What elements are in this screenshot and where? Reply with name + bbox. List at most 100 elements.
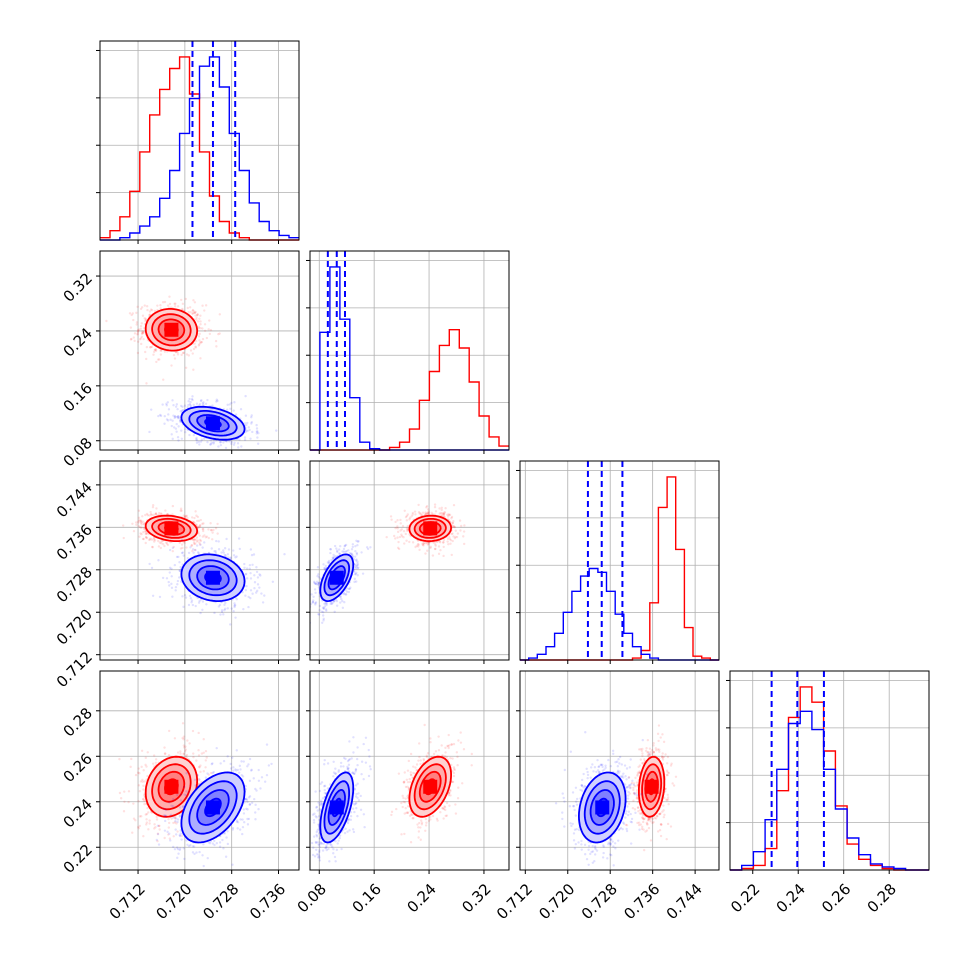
scatter-point <box>138 815 142 818</box>
scatter-point <box>203 329 207 332</box>
scatter-point <box>191 312 194 316</box>
scatter-point <box>156 304 159 307</box>
scatter-point <box>197 344 201 347</box>
scatter-point <box>197 532 200 535</box>
scatter-point <box>202 527 205 531</box>
scatter-point <box>209 528 213 532</box>
scatter-point <box>178 541 181 545</box>
scatter-point <box>243 566 246 569</box>
scatter-point <box>131 312 135 315</box>
scatter-point <box>366 547 370 551</box>
scatter-point <box>217 445 220 448</box>
scatter-point <box>146 806 149 810</box>
scatter-point <box>398 535 402 539</box>
scatter-point <box>193 311 197 315</box>
scatter-point <box>403 509 406 512</box>
scatter-point <box>176 416 180 420</box>
scatter-point <box>452 519 455 523</box>
scatter-point <box>338 552 342 556</box>
scatter-point <box>256 430 259 433</box>
scatter-point <box>314 591 317 595</box>
scatter-point <box>179 507 183 510</box>
scatter-point <box>167 753 171 757</box>
data-layer <box>100 41 929 871</box>
scatter-point <box>143 794 146 797</box>
scatter-point <box>318 604 322 608</box>
scatter-point <box>192 299 195 302</box>
scatter-point <box>323 602 326 605</box>
scatter-point <box>202 529 205 533</box>
scatter-point <box>163 752 167 755</box>
scatter-point <box>199 320 202 323</box>
scatter-point <box>316 574 319 578</box>
scatter-point <box>322 606 325 610</box>
scatter-point <box>139 521 142 524</box>
scatter-point <box>233 603 237 607</box>
scatter-point <box>351 553 354 557</box>
scatter-point <box>325 602 328 605</box>
scatter-point <box>183 541 186 545</box>
scatter-point <box>197 335 201 338</box>
scatter-point <box>187 310 190 314</box>
scatter-point <box>199 357 202 360</box>
scatter-point <box>250 553 254 557</box>
scatter-point <box>335 604 339 607</box>
scatter-point <box>408 518 411 521</box>
scatter-point <box>406 513 410 516</box>
scatter-point <box>202 437 206 441</box>
scatter-point <box>149 510 152 514</box>
scatter-point <box>176 415 180 418</box>
scatter-point <box>453 525 456 529</box>
scatter-point <box>255 566 258 569</box>
scatter-point <box>193 542 196 546</box>
scatter-point <box>145 382 148 385</box>
scatter-point <box>198 339 201 342</box>
scatter-point <box>447 513 451 517</box>
scatter-point <box>232 443 236 446</box>
scatter-point <box>171 595 174 598</box>
scatter-point <box>144 530 147 533</box>
scatter-point <box>170 582 173 586</box>
scatter-point <box>172 835 175 838</box>
scatter-point <box>326 561 330 564</box>
scatter-point <box>339 544 342 548</box>
scatter-point <box>171 399 174 402</box>
scatter-point <box>415 544 419 548</box>
scatter-point <box>160 540 163 543</box>
scatter-point <box>182 351 185 355</box>
scatter-point <box>453 525 456 529</box>
scatter-point <box>244 573 247 576</box>
scatter-point <box>168 566 172 570</box>
scatter-point <box>151 545 154 549</box>
scatter-point <box>322 607 326 611</box>
scatter-point <box>327 561 330 565</box>
scatter-point <box>132 336 135 339</box>
scatter-point <box>152 513 155 517</box>
scatter-point <box>449 542 452 545</box>
scatter-point <box>437 545 441 548</box>
scatter-point <box>446 540 449 543</box>
scatter-point <box>179 404 183 408</box>
scatter-point <box>229 407 232 411</box>
scatter-point <box>202 751 205 754</box>
scatter-point <box>419 512 422 515</box>
scatter-point <box>147 811 150 814</box>
scatter-point <box>195 523 198 526</box>
scatter-point <box>143 317 146 320</box>
scatter-point <box>204 766 207 769</box>
scatter-point <box>166 304 170 307</box>
scatter-point <box>330 558 333 562</box>
scatter-point <box>127 800 130 804</box>
scatter-point <box>348 552 352 555</box>
scatter-point <box>176 583 179 586</box>
scatter-point <box>172 426 176 429</box>
scatter-point <box>175 415 179 419</box>
scatter-point <box>159 304 162 307</box>
scatter-point <box>179 565 182 569</box>
scatter-point <box>394 537 397 540</box>
scatter-point <box>350 548 354 551</box>
scatter-point <box>136 330 140 333</box>
scatter-point <box>450 553 453 557</box>
scatter-point <box>402 535 405 539</box>
scatter-point <box>140 521 143 524</box>
